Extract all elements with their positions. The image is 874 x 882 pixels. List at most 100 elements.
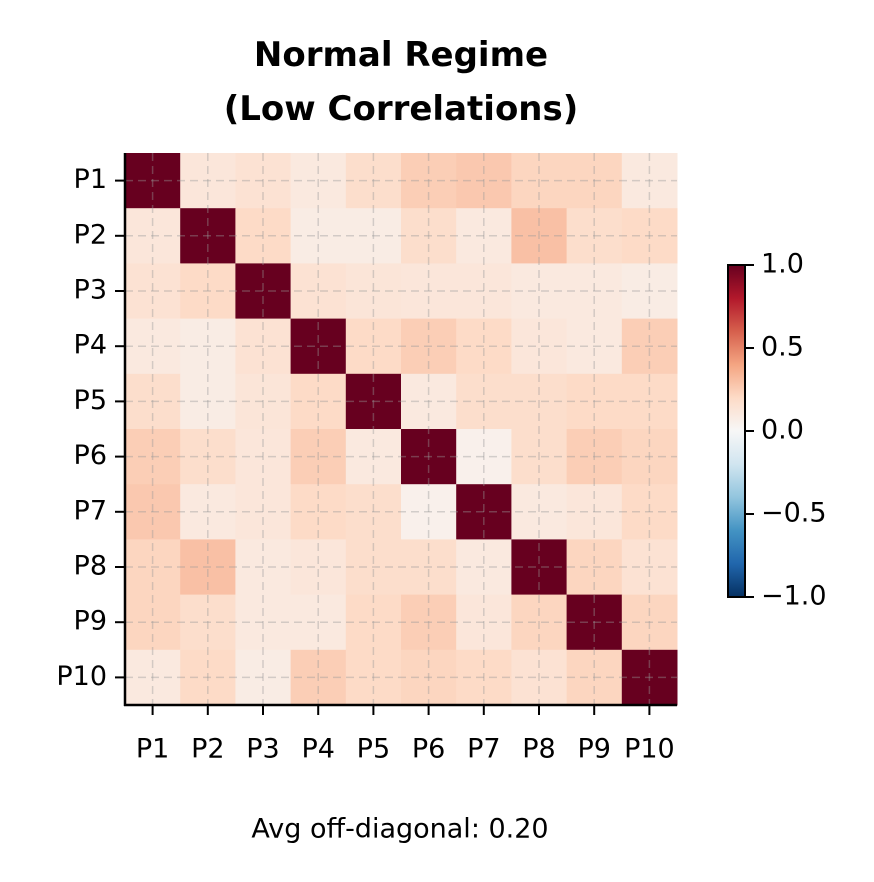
heatmap-cell <box>125 429 181 485</box>
heatmap-cell <box>180 484 236 540</box>
y-tick-label: P7 <box>74 495 107 526</box>
y-tick-label: P5 <box>74 385 107 416</box>
heatmap-cell <box>345 208 402 264</box>
heatmap-cell <box>456 373 512 430</box>
heatmap-cell <box>511 318 568 375</box>
heatmap-cell <box>290 263 347 320</box>
heatmap-cell <box>290 373 347 430</box>
heatmap-cell <box>566 153 623 209</box>
y-tick-label: P3 <box>74 275 107 306</box>
heatmap-cell <box>566 373 623 430</box>
heatmap-cell <box>401 649 457 706</box>
x-tick-label: P4 <box>301 734 334 765</box>
heatmap-cell <box>345 263 402 320</box>
heatmap-cell <box>180 373 236 430</box>
heatmap-cell <box>511 153 568 209</box>
heatmap-cell <box>456 539 512 596</box>
heatmap-cell <box>290 318 347 375</box>
heatmap-cell <box>180 649 236 706</box>
colorbar <box>727 264 746 598</box>
heatmap-cell <box>290 484 347 540</box>
heatmap-cell <box>566 429 623 485</box>
heatmap-cell <box>511 649 568 706</box>
heatmap-cell <box>180 594 236 651</box>
heatmap-cell <box>180 429 236 485</box>
colorbar-tick-label: 1.0 <box>761 249 804 280</box>
heatmap-cell <box>566 318 623 375</box>
heatmap-cell <box>621 594 678 651</box>
x-tick-label: P1 <box>136 734 169 765</box>
heatmap-cell <box>566 594 623 651</box>
heatmap-cell <box>401 153 457 209</box>
heatmap-cell <box>235 484 292 540</box>
heatmap-cell <box>290 539 347 596</box>
heatmap-cell <box>290 153 347 209</box>
heatmap-cell <box>621 153 678 209</box>
heatmap-cell <box>566 484 623 540</box>
heatmap-cell <box>235 153 292 209</box>
heatmap-cell <box>511 484 568 540</box>
heatmap-cell <box>125 208 181 264</box>
heatmap-cell <box>345 429 402 485</box>
y-tick-label: P6 <box>74 440 107 471</box>
heatmap-cell <box>456 594 512 651</box>
heatmap-cell <box>180 318 236 375</box>
annotation: Avg off-diagonal: 0.20 <box>251 814 548 845</box>
y-tick-label: P9 <box>74 606 107 637</box>
y-tick-label: P1 <box>74 164 107 195</box>
heatmap-cell <box>401 318 457 375</box>
heatmap-cell <box>235 429 292 485</box>
heatmap-cell <box>345 594 402 651</box>
heatmap-cell <box>290 208 347 264</box>
heatmap-cell <box>235 594 292 651</box>
heatmap-cell <box>125 649 181 706</box>
heatmap-cell <box>235 373 292 430</box>
x-tick-label: P5 <box>357 734 390 765</box>
x-tick-label: P3 <box>246 734 279 765</box>
x-tick-label: P6 <box>412 734 445 765</box>
heatmap-cell <box>235 208 292 264</box>
heatmap-cell <box>125 373 181 430</box>
heatmap-cell <box>290 649 347 706</box>
heatmap-cell <box>456 429 512 485</box>
heatmap-cell <box>621 484 678 540</box>
heatmap-cell <box>621 539 678 596</box>
heatmap-cell <box>345 153 402 209</box>
y-tick-label: P4 <box>74 330 107 361</box>
heatmap-cell <box>180 153 236 209</box>
heatmap-cell <box>511 539 568 596</box>
heatmap-cell <box>290 429 347 485</box>
heatmap-cell <box>456 484 512 540</box>
heatmap-cell <box>566 649 623 706</box>
heatmap-cell <box>511 208 568 264</box>
x-tick-label: P10 <box>624 734 675 765</box>
heatmap-cell <box>235 263 292 320</box>
heatmap-cell <box>456 649 512 706</box>
heatmap-cell <box>345 539 402 596</box>
y-tick-label: P2 <box>74 219 107 250</box>
heatmap-cell <box>566 263 623 320</box>
heatmap-cell <box>401 373 457 430</box>
heatmap-cell <box>511 594 568 651</box>
x-tick-label: P7 <box>467 734 500 765</box>
heatmap-cell <box>401 208 457 264</box>
colorbar-tick-label: −1.0 <box>761 581 827 612</box>
heatmap-cell <box>345 373 402 430</box>
x-tick-label: P9 <box>577 734 610 765</box>
heatmap-cell <box>345 649 402 706</box>
heatmap-cell <box>401 594 457 651</box>
heatmap-cell <box>345 318 402 375</box>
heatmap-cell <box>401 263 457 320</box>
colorbar-tick-label: 0.5 <box>761 332 804 363</box>
heatmap-cell <box>621 318 678 375</box>
heatmap-cell <box>235 649 292 706</box>
x-tick-label: P8 <box>522 734 555 765</box>
heatmap-cell <box>456 263 512 320</box>
heatmap-cell <box>125 539 181 596</box>
heatmap-cell <box>511 263 568 320</box>
heatmap-cell <box>456 208 512 264</box>
heatmap-cell <box>125 594 181 651</box>
heatmap-cell <box>125 263 181 320</box>
heatmap-cell <box>621 373 678 430</box>
